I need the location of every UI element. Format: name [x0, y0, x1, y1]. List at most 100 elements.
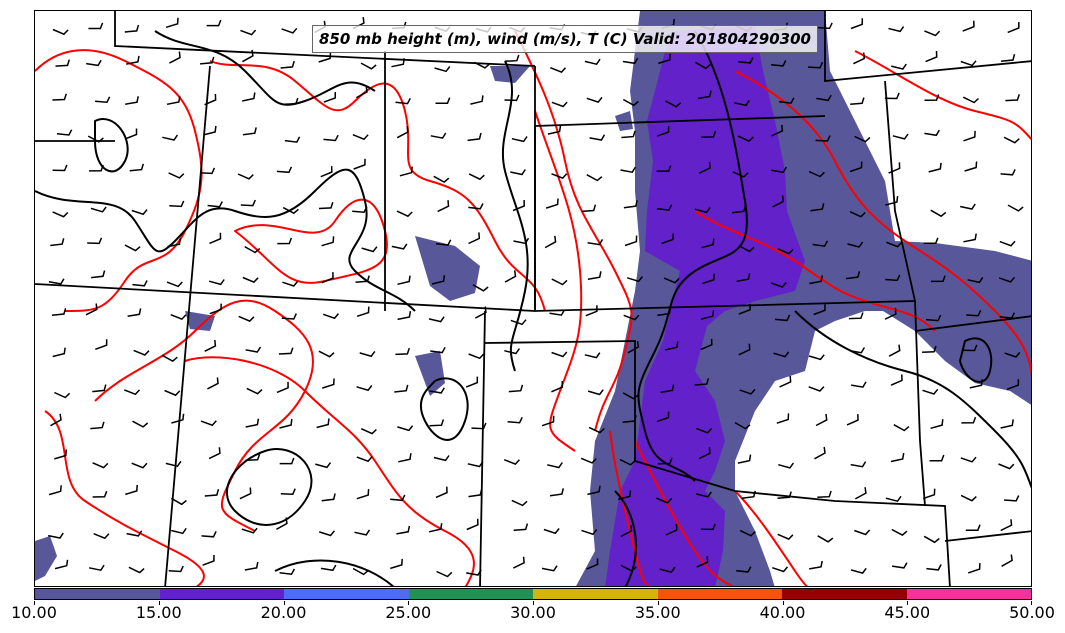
- wind-barb: [429, 419, 445, 427]
- wind-barb: [246, 387, 263, 395]
- wind-barb: [127, 308, 142, 317]
- wind-barb: [848, 312, 864, 320]
- wind-barb: [588, 426, 605, 434]
- wind-barb: [322, 313, 339, 320]
- colorbar-tick: [907, 601, 909, 605]
- wind-barb: [657, 307, 672, 317]
- wind-barb: [770, 282, 787, 288]
- wind-barb: [738, 303, 751, 315]
- wind-barb: [279, 418, 293, 429]
- wind-barb: [394, 384, 409, 393]
- wind-barb: [657, 457, 673, 465]
- wind-barb: [360, 62, 377, 70]
- wind-barb: [395, 97, 411, 105]
- wind-barb: [124, 389, 141, 396]
- wind-barb: [665, 523, 678, 536]
- wind-barb: [165, 460, 182, 468]
- wind-barb: [504, 94, 520, 102]
- wind-barb: [468, 353, 485, 360]
- colorbar-segment: [284, 589, 409, 599]
- wind-barb: [620, 524, 633, 538]
- wind-barb: [168, 565, 184, 573]
- wind-barb: [815, 135, 831, 142]
- wind-barb: [206, 19, 222, 27]
- wind-barb: [277, 237, 293, 245]
- wind-barb: [50, 413, 62, 427]
- wind-barb: [95, 339, 108, 351]
- wind-barb: [778, 462, 795, 469]
- wind-barb: [237, 173, 254, 180]
- wind-barb: [131, 462, 148, 469]
- wind-barb: [91, 270, 106, 279]
- colorbar-segment: [906, 589, 1031, 599]
- wind-barb: [738, 57, 754, 64]
- wind-barb: [700, 310, 715, 320]
- wind-barb: [891, 562, 908, 569]
- wind-barb: [85, 303, 98, 316]
- wind-barb: [321, 378, 335, 389]
- wind-barb: [318, 201, 334, 210]
- wind-barb: [696, 491, 712, 498]
- wind-barb: [622, 415, 637, 423]
- wind-barb: [587, 239, 604, 246]
- wind-barb: [586, 558, 599, 570]
- wind-barb: [132, 420, 149, 428]
- wind-barb: [736, 566, 752, 573]
- wind-barb: [1003, 136, 1020, 144]
- wind-barb: [884, 308, 897, 320]
- wind-barb: [125, 96, 139, 105]
- wind-barb: [771, 60, 787, 67]
- wind-barb: [620, 564, 637, 572]
- wind-barb: [620, 166, 637, 174]
- wind-barb: [281, 313, 297, 320]
- wind-barb: [701, 238, 715, 249]
- wind-barb: [93, 533, 110, 540]
- wind-barb: [581, 529, 598, 536]
- wind-barb: [133, 349, 150, 356]
- wind-barb: [813, 304, 826, 316]
- wind-barb: [665, 341, 679, 351]
- wind-barb: [581, 204, 597, 213]
- wind-barb: [467, 461, 484, 468]
- wind-barb: [468, 488, 483, 498]
- wind-barb: [922, 488, 936, 500]
- wind-barb: [323, 91, 337, 103]
- wind-barb: [809, 560, 823, 570]
- wind-barb: [132, 280, 148, 287]
- wind-barb: [201, 530, 217, 538]
- wind-barb: [435, 97, 451, 105]
- wind-barb: [738, 245, 755, 253]
- wind-barb: [884, 92, 900, 100]
- wind-barb: [929, 454, 945, 462]
- wind-barb: [320, 564, 337, 572]
- wind-barb: [808, 170, 825, 178]
- wind-barb: [621, 130, 636, 139]
- wind-barb: [244, 561, 259, 571]
- wind-barb: [964, 161, 978, 172]
- wind-barb: [967, 276, 984, 284]
- wind-barb: [923, 237, 939, 245]
- wind-barb: [166, 281, 183, 288]
- wind-barb: [656, 411, 670, 423]
- wind-barb: [471, 422, 487, 430]
- wind-barb: [48, 278, 65, 285]
- wind-barb: [276, 517, 288, 530]
- wind-barb: [244, 245, 261, 254]
- wind-barb: [771, 124, 784, 137]
- wind-barb: [240, 199, 256, 207]
- wind-barb: [849, 161, 863, 173]
- wind-barb: [321, 272, 334, 284]
- wind-barb: [162, 134, 179, 141]
- wind-barb: [960, 60, 977, 67]
- wind-barb: [779, 375, 792, 388]
- wind-barb: [928, 162, 942, 173]
- wind-barb: [284, 136, 301, 143]
- wind-barb: [849, 347, 866, 354]
- colorbar-tick: [1031, 601, 1032, 605]
- wind-barb: [817, 535, 834, 543]
- wind-barb: [202, 554, 215, 566]
- wind-barb: [847, 241, 864, 248]
- wind-barb: [739, 529, 756, 537]
- wind-barb: [129, 163, 145, 172]
- colorbar-tick-label: 10.00: [11, 603, 57, 622]
